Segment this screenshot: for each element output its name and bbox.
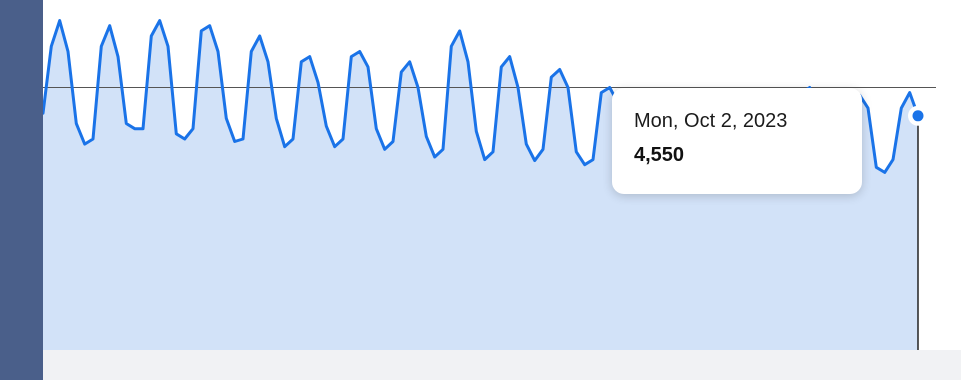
bottom-strip — [43, 350, 961, 380]
left-rail — [0, 0, 43, 380]
area-fill — [43, 20, 918, 350]
tooltip-date: Mon, Oct 2, 2023 — [634, 110, 788, 132]
tooltip-value: 4,550 — [634, 144, 685, 166]
hover-point[interactable] — [912, 110, 924, 122]
tooltip: Mon, Oct 2, 2023 4,550 — [612, 88, 862, 194]
